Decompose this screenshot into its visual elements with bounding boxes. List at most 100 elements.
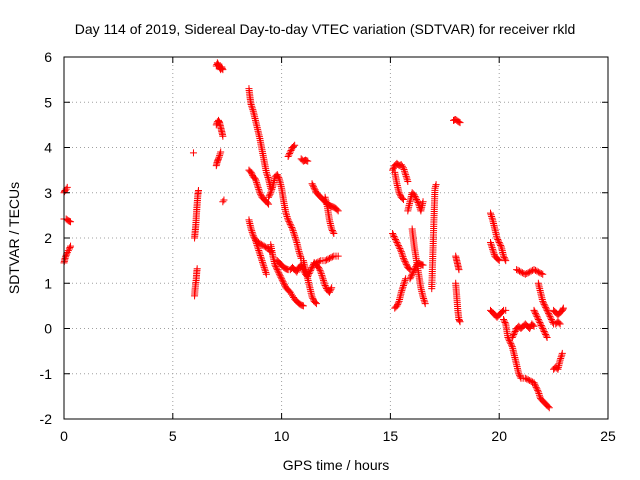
data-point <box>263 172 271 180</box>
data-point <box>327 285 335 293</box>
data-point <box>543 334 551 342</box>
data-point <box>62 253 70 261</box>
data-point <box>284 153 292 161</box>
data-point <box>401 169 409 177</box>
y-tick-label: 5 <box>44 94 52 110</box>
data-point <box>256 250 264 258</box>
data-point <box>61 254 69 262</box>
data-point <box>408 270 416 278</box>
data-point <box>545 309 553 317</box>
data-points <box>60 59 567 412</box>
data-point <box>328 226 336 234</box>
data-point <box>249 230 257 238</box>
x-tick-label: 5 <box>169 428 177 444</box>
data-point <box>501 255 509 263</box>
data-point <box>526 377 534 385</box>
data-point <box>322 283 330 291</box>
data-point <box>558 351 566 359</box>
data-point <box>539 325 547 332</box>
data-point <box>318 273 326 281</box>
data-point <box>265 200 273 208</box>
data-point <box>391 236 399 244</box>
data-point <box>527 377 535 385</box>
data-point <box>502 257 510 265</box>
data-point <box>404 177 412 185</box>
tick-labels: 0 5 10 15 20 25 -2 -1 0 1 2 3 4 5 6 <box>40 49 616 444</box>
data-point <box>419 261 427 269</box>
data-point <box>254 245 262 253</box>
data-point <box>308 180 316 188</box>
data-point <box>248 170 256 178</box>
data-point <box>495 257 503 265</box>
data-point <box>391 234 399 242</box>
data-point <box>493 234 501 242</box>
data-point <box>253 179 261 187</box>
data-point <box>390 232 398 240</box>
data-point <box>253 180 261 188</box>
data-point <box>247 168 255 176</box>
data-point <box>274 172 282 180</box>
data-point <box>317 270 325 278</box>
data-point <box>526 268 534 276</box>
data-point <box>315 265 323 273</box>
data-point <box>556 320 564 328</box>
data-point <box>310 184 318 192</box>
data-point <box>419 293 427 301</box>
data-point <box>511 328 519 336</box>
data-point <box>247 101 255 109</box>
data-point <box>262 168 270 176</box>
data-point <box>542 332 550 340</box>
data-point <box>411 193 419 201</box>
data-point <box>502 306 510 314</box>
data-point <box>537 320 545 328</box>
data-point <box>285 217 293 225</box>
data-point <box>262 270 270 278</box>
data-point <box>326 287 334 295</box>
data-point <box>487 211 495 219</box>
data-point <box>193 265 201 273</box>
data-point <box>399 254 407 262</box>
data-point <box>403 176 411 184</box>
data-point <box>389 165 397 173</box>
data-point <box>271 261 279 269</box>
data-point <box>247 225 255 233</box>
data-point <box>514 266 522 274</box>
data-point <box>275 269 283 277</box>
data-point <box>539 297 547 305</box>
data-point <box>389 231 397 239</box>
data-point <box>403 174 411 182</box>
data-point <box>275 270 283 278</box>
data-point <box>516 373 524 381</box>
data-point <box>288 223 296 231</box>
data-point <box>328 253 336 261</box>
data-point <box>307 266 315 274</box>
data-point <box>455 317 463 325</box>
data-point <box>412 194 420 202</box>
data-point <box>500 315 508 323</box>
data-point <box>248 102 256 110</box>
x-tick-label: 0 <box>60 428 68 444</box>
data-point <box>400 166 408 174</box>
data-point <box>287 147 295 155</box>
data-point <box>272 263 280 271</box>
data-point <box>432 181 440 189</box>
data-point <box>546 312 554 320</box>
data-point <box>539 299 547 307</box>
data-point <box>397 246 405 254</box>
data-point <box>541 329 549 337</box>
data-point <box>279 278 287 286</box>
y-tick-label: 3 <box>44 185 52 201</box>
data-point <box>501 318 509 326</box>
data-point <box>283 213 291 221</box>
data-point <box>510 329 518 337</box>
data-point <box>555 319 563 327</box>
data-point <box>249 232 257 240</box>
data-point <box>488 213 496 221</box>
data-point <box>530 379 538 387</box>
data-point <box>311 298 319 306</box>
data-point <box>299 302 307 310</box>
data-point <box>309 181 317 189</box>
data-point <box>534 268 542 276</box>
data-point <box>321 282 329 290</box>
